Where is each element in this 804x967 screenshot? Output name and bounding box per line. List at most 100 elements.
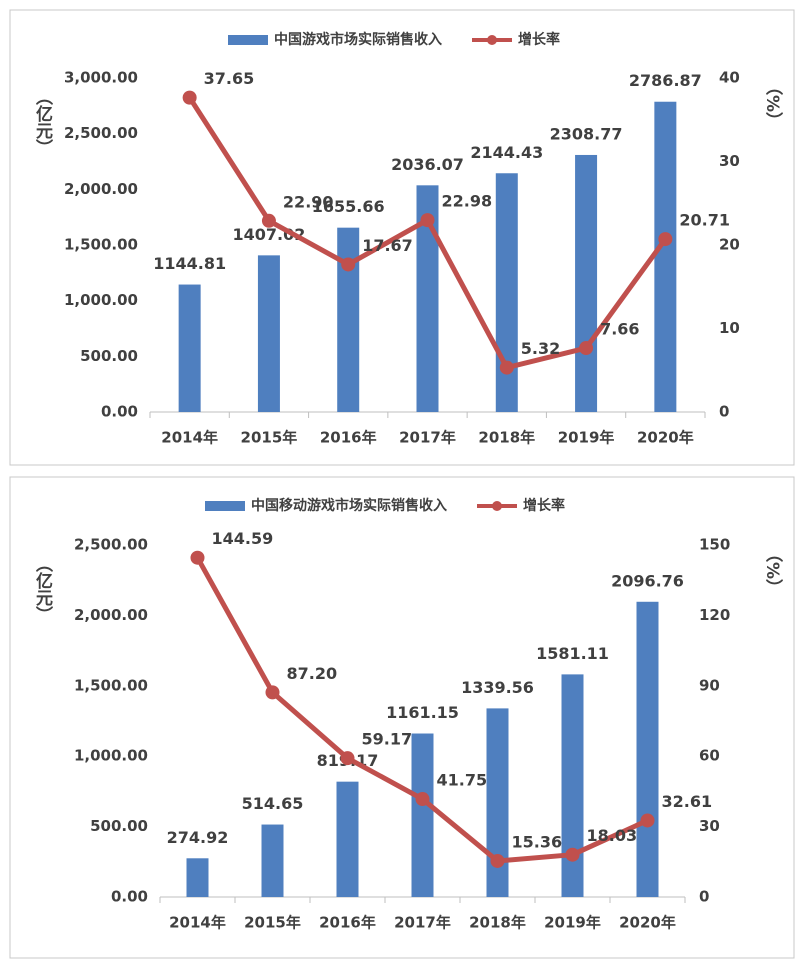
line-point	[658, 232, 673, 247]
bar-value-label: 1655.66	[312, 197, 385, 216]
line-point	[565, 847, 580, 862]
y-tick-label: 1,500.00	[64, 236, 138, 254]
bar	[495, 173, 518, 412]
line-value-label: 37.65	[204, 69, 255, 88]
y-tick-label: 500.00	[90, 817, 148, 835]
y-tick-label: 0.00	[101, 403, 138, 421]
legend-label: 中国游戏市场实际销售收入	[274, 31, 442, 48]
x-tick-label: 2014年	[169, 914, 226, 932]
y-tick-label: 2,500.00	[64, 124, 138, 142]
bar	[486, 708, 509, 897]
line-value-label: 144.59	[212, 529, 274, 548]
line-value-label: 20.71	[679, 211, 730, 230]
bar	[654, 101, 677, 413]
bar-value-label: 514.65	[242, 794, 304, 813]
y-tick-label: 500.00	[80, 347, 138, 365]
bar	[178, 284, 201, 412]
bar	[636, 601, 659, 897]
y-tick-label: 1,500.00	[74, 676, 148, 694]
y-axis-label: （亿元）	[32, 555, 53, 623]
legend-label: 中国移动游戏市场实际销售收入	[251, 497, 447, 514]
line-value-label: 5.32	[521, 339, 560, 358]
x-tick-label: 2014年	[161, 429, 218, 447]
bar-value-label: 2036.07	[391, 155, 464, 174]
bar-value-label: 2144.43	[470, 143, 543, 162]
line-value-label: 17.67	[362, 236, 413, 255]
bar	[416, 185, 439, 412]
x-tick-label: 2015年	[241, 429, 298, 447]
y2-tick-label: 30	[699, 817, 720, 835]
y2-tick-label: 30	[719, 152, 740, 170]
y2-tick-label: 0	[699, 888, 709, 906]
legend-label: 增长率	[518, 31, 560, 48]
bar	[186, 858, 209, 897]
y-axis-label: （亿元）	[32, 88, 53, 156]
line-value-label: 15.36	[512, 832, 563, 851]
legend-swatch	[487, 35, 497, 45]
y2-tick-label: 40	[719, 69, 740, 87]
line-value-label: 7.66	[600, 320, 639, 339]
bar-value-label: 2308.77	[550, 124, 623, 143]
line-value-label: 22.90	[283, 192, 334, 211]
legend-swatch	[228, 35, 268, 45]
line-point	[579, 341, 594, 356]
x-tick-label: 2017年	[394, 914, 451, 932]
x-tick-label: 2016年	[320, 429, 377, 447]
y2-axis-label: （%）	[762, 78, 783, 129]
line-value-label: 32.61	[662, 792, 713, 811]
line-point	[490, 853, 505, 868]
line-value-label: 22.98	[442, 192, 493, 211]
bar-value-label: 1161.15	[386, 703, 459, 722]
line-value-label: 59.17	[362, 730, 413, 749]
y-tick-label: 1,000.00	[74, 747, 148, 765]
bar-value-label: 1339.56	[461, 678, 534, 697]
line-value-label: 18.03	[587, 826, 638, 845]
y-tick-label: 2,500.00	[74, 536, 148, 554]
y2-axis-label: （%）	[762, 545, 783, 596]
y-tick-label: 2,000.00	[64, 180, 138, 198]
line-point	[340, 751, 355, 766]
line-point	[415, 792, 430, 807]
x-tick-label: 2015年	[244, 914, 301, 932]
bar	[257, 255, 280, 412]
bar	[336, 781, 359, 897]
x-tick-label: 2019年	[544, 914, 601, 932]
line-point	[265, 685, 280, 700]
line-point	[499, 360, 514, 375]
line-point	[420, 213, 435, 228]
bar	[411, 733, 434, 897]
bar	[337, 227, 360, 412]
y2-tick-label: 120	[699, 606, 730, 624]
line-value-label: 87.20	[287, 664, 338, 683]
bar-value-label: 274.92	[167, 828, 229, 847]
line-point	[341, 257, 356, 272]
bar-value-label: 1144.81	[153, 254, 226, 273]
line-point	[261, 213, 276, 228]
y-tick-label: 2,000.00	[74, 606, 148, 624]
bar-value-label: 2096.76	[611, 571, 684, 590]
line-point	[640, 813, 655, 828]
x-tick-label: 2018年	[478, 429, 535, 447]
line-point	[190, 550, 205, 565]
bar-value-label: 2786.87	[629, 71, 702, 90]
bar	[575, 154, 598, 412]
bar	[561, 674, 584, 897]
y2-tick-label: 150	[699, 536, 730, 554]
bar	[261, 824, 284, 897]
x-tick-label: 2016年	[319, 914, 376, 932]
x-tick-label: 2017年	[399, 429, 456, 447]
legend-swatch	[205, 501, 245, 511]
bar-value-label: 1581.11	[536, 644, 609, 663]
x-tick-label: 2020年	[637, 429, 694, 447]
line-value-label: 41.75	[437, 771, 488, 790]
y-tick-label: 0.00	[111, 888, 148, 906]
y2-tick-label: 10	[719, 319, 740, 337]
x-tick-label: 2020年	[619, 914, 676, 932]
y2-tick-label: 20	[719, 236, 740, 254]
y2-tick-label: 0	[719, 403, 729, 421]
legend-label: 增长率	[523, 497, 565, 514]
y2-tick-label: 60	[699, 747, 720, 765]
line-point	[182, 90, 197, 105]
y2-tick-label: 90	[699, 676, 720, 694]
